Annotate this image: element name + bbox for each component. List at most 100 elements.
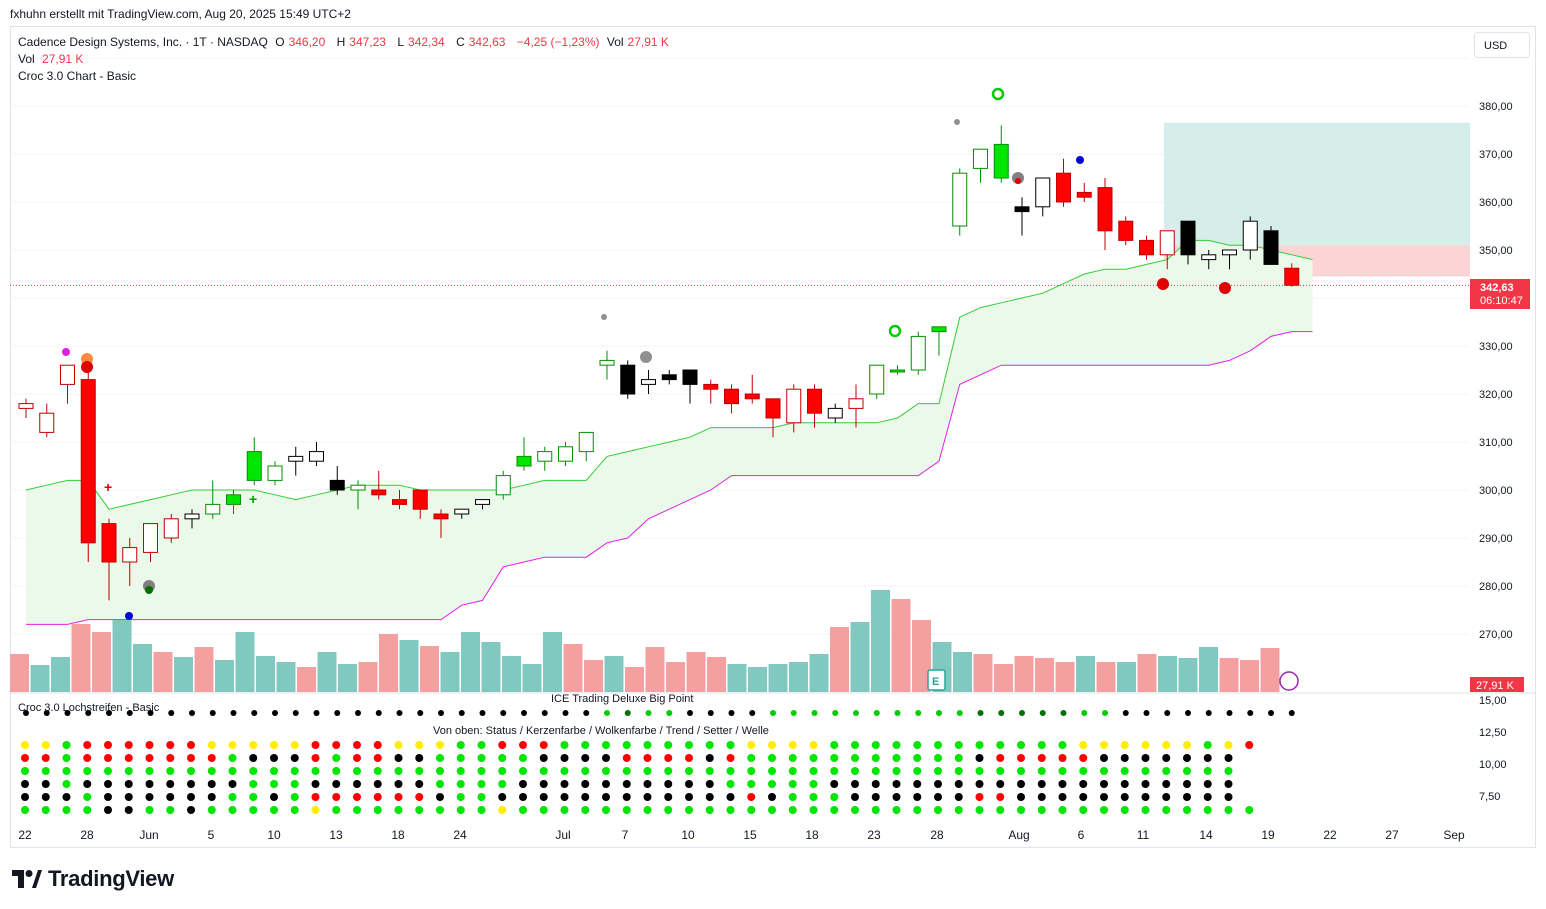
matrix-dot <box>622 741 631 749</box>
candle-body <box>309 451 324 462</box>
lower-indicator-label[interactable]: Croc 3.0 Lochstreifen - Basic <box>18 702 160 714</box>
volume-bar <box>338 664 357 692</box>
matrix-dot <box>1079 741 1088 749</box>
y-tick-label: 290,00 <box>1479 533 1513 545</box>
matrix-dot <box>187 741 195 749</box>
volume-bar <box>235 632 255 692</box>
candle-body <box>205 503 221 515</box>
matrix-dot <box>685 767 693 775</box>
volume-badge-value: 27,91 K <box>1476 680 1515 692</box>
matrix-dot <box>954 793 963 801</box>
matrix-dot <box>913 767 922 775</box>
matrix-dot <box>768 754 776 762</box>
matrix-dot <box>685 793 693 801</box>
matrix-dot <box>788 780 797 788</box>
matrix-dot <box>643 793 652 801</box>
chart-frame <box>10 26 1536 848</box>
matrix-dot <box>373 741 382 749</box>
candle-body <box>495 475 511 496</box>
matrix-dot <box>1017 806 1025 814</box>
matrix-dot <box>145 793 154 801</box>
matrix-dot <box>145 806 154 814</box>
matrix-dot <box>477 780 486 788</box>
x-tick-label: 6 <box>1078 828 1085 842</box>
matrix-dot <box>415 780 424 788</box>
matrix-dot <box>851 793 859 801</box>
matrix-dot <box>41 741 50 749</box>
matrix-dot <box>498 780 507 788</box>
matrix-dot <box>228 741 237 749</box>
matrix-dot <box>1162 754 1171 762</box>
candle-body <box>288 455 304 462</box>
matrix-dot <box>1120 741 1129 749</box>
matrix-dot <box>747 767 756 775</box>
x-tick-label: 28 <box>80 828 94 842</box>
matrix-dot <box>539 754 548 762</box>
matrix-dot <box>124 767 133 775</box>
big-point-dot <box>438 710 444 716</box>
big-point-dot <box>998 710 1005 716</box>
matrix-dot <box>871 806 880 814</box>
matrix-dot <box>519 754 527 762</box>
candle-body <box>1201 254 1217 261</box>
x-tick-label: 24 <box>453 828 467 842</box>
matrix-dot <box>747 793 756 801</box>
matrix-dot <box>643 767 652 775</box>
big-point-dot <box>770 710 776 716</box>
matrix-dot <box>145 780 154 788</box>
big-point-dot <box>749 710 756 716</box>
volume-bar <box>850 622 870 692</box>
big-point-dot <box>272 710 278 716</box>
candle-body <box>931 326 947 333</box>
matrix-dot <box>166 806 175 814</box>
y-tick-label: 280,00 <box>1479 581 1513 593</box>
matrix-dot <box>373 754 382 762</box>
matrix-dot <box>788 741 797 749</box>
matrix-dot <box>207 793 216 801</box>
matrix-dot <box>705 741 714 749</box>
y-tick-label: 360,00 <box>1479 197 1513 209</box>
volume-indicator-label[interactable]: Vol <box>18 52 35 66</box>
matrix-dot <box>726 754 735 762</box>
candle-body <box>184 513 200 520</box>
y-tick-label: 330,00 <box>1479 341 1513 353</box>
matrix-dot <box>1162 806 1171 814</box>
x-tick-label: 22 <box>1323 828 1337 842</box>
matrix-dot <box>975 767 984 775</box>
matrix-dot <box>436 754 444 762</box>
candle-body <box>143 523 158 553</box>
candle-body <box>246 451 262 481</box>
matrix-dot <box>539 806 548 814</box>
matrix-dot <box>62 767 71 775</box>
candle-body <box>433 513 449 520</box>
rows-title: Von oben: Status / Kerzenfarbe / Wolkenf… <box>433 725 769 737</box>
matrix-dot <box>498 754 507 762</box>
currency-button[interactable]: USD <box>1474 32 1530 58</box>
tradingview-logo-icon <box>12 870 42 888</box>
matrix-dot <box>788 754 797 762</box>
candle-body <box>558 446 573 462</box>
indicator-croc-chart[interactable]: Croc 3.0 Chart - Basic <box>18 69 137 83</box>
tradingview-logo[interactable]: TradingView <box>12 866 174 892</box>
big-point-dot <box>1288 710 1295 716</box>
matrix-dot <box>539 780 548 788</box>
matrix-dot <box>498 793 507 801</box>
matrix-dot <box>456 741 465 749</box>
vol-label: Vol <box>606 35 624 49</box>
symbol-label[interactable]: Cadence Design Systems, Inc. · 1T · NASD… <box>18 35 268 49</box>
matrix-dot <box>436 767 444 775</box>
matrix-dot <box>456 754 465 762</box>
matrix-dot <box>1203 754 1212 762</box>
matrix-dot <box>145 767 154 775</box>
matrix-dot <box>1100 767 1108 775</box>
matrix-dot <box>830 754 839 762</box>
matrix-dot <box>1120 780 1129 788</box>
matrix-dot <box>207 754 216 762</box>
matrix-dot <box>560 767 569 775</box>
matrix-dot <box>892 767 901 775</box>
lower-y-tick: 10,00 <box>1479 759 1507 771</box>
matrix-dot <box>311 806 320 814</box>
candle-body <box>765 398 781 419</box>
matrix-dot <box>394 793 403 801</box>
